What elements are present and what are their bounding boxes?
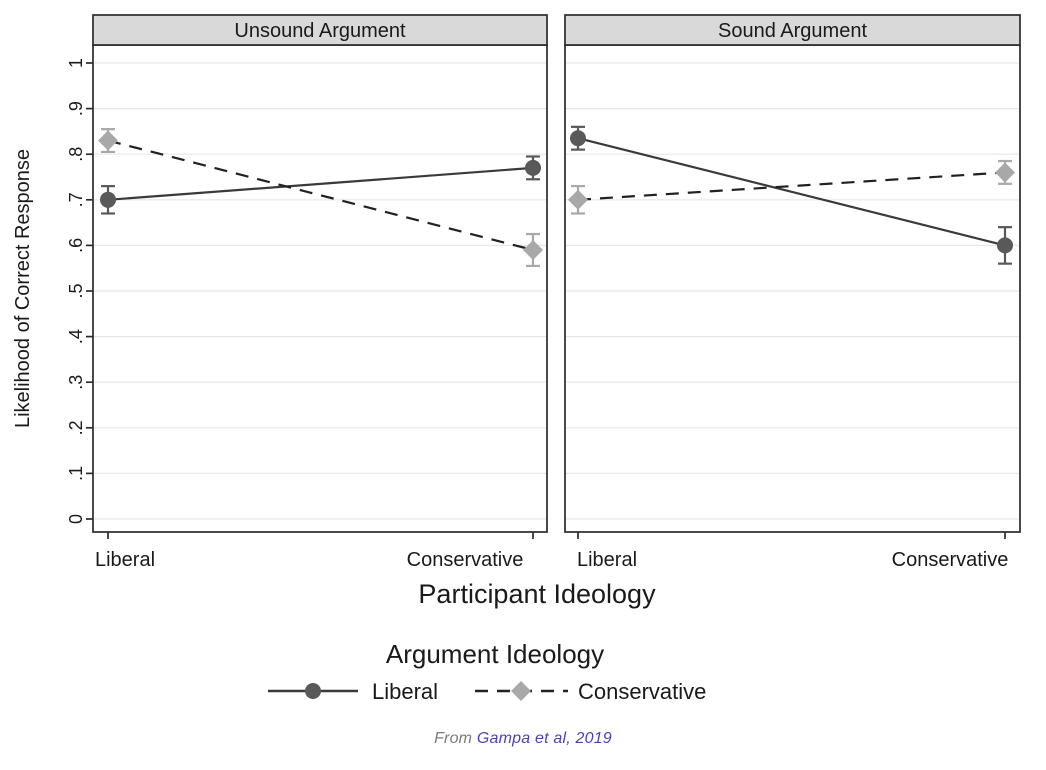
panel-frame	[564, 44, 1021, 533]
marker-diamond	[568, 189, 588, 210]
y-tick-label: 0	[66, 514, 86, 524]
y-tick-label: .2	[66, 420, 86, 435]
y-tick-label: .4	[66, 329, 86, 344]
y-tick-label: .5	[66, 283, 86, 298]
series-line-liberal	[107, 166, 534, 201]
legend-label-conservative: Conservative	[578, 679, 706, 704]
x-tick-label: Conservative	[892, 549, 1009, 571]
panel-header	[92, 14, 548, 46]
x-tick-label: Liberal	[577, 549, 637, 571]
legend-label-liberal: Liberal	[372, 679, 438, 704]
marker-circle	[997, 237, 1013, 254]
panel-frame	[92, 44, 548, 533]
y-tick-label: .6	[66, 238, 86, 253]
marker-diamond	[523, 239, 543, 260]
y-tick-label: .7	[66, 192, 86, 207]
y-tick-label: .8	[66, 147, 86, 162]
panel-title: Unsound Argument	[234, 20, 406, 42]
caption: From Gampa et al, 2019	[0, 730, 1046, 748]
series-line-liberal	[577, 137, 1006, 247]
chart-svg: Unsound Argument Liberal Conservative 0 .1 .2…	[12, 14, 1021, 704]
legend-marker-circle	[305, 683, 321, 699]
series-line-conservative	[577, 171, 1006, 201]
panel-title: Sound Argument	[718, 20, 867, 42]
marker-diamond	[98, 130, 118, 151]
legend-marker-diamond	[511, 681, 531, 701]
caption-prefix: From	[434, 730, 477, 747]
panel-header	[564, 14, 1021, 46]
marker-circle	[525, 159, 541, 176]
marker-circle	[100, 191, 116, 208]
y-tick-label: .3	[66, 375, 86, 390]
x-axis-title: Participant Ideology	[418, 579, 656, 609]
marker-circle	[570, 130, 586, 147]
y-axis-title: Likelihood of Correct Response	[12, 149, 34, 428]
marker-diamond	[995, 162, 1015, 183]
y-tick-label: .1	[66, 466, 86, 481]
legend-title: Argument Ideology	[386, 639, 604, 669]
y-tick-label: 1	[66, 58, 86, 68]
x-tick-label: Liberal	[95, 549, 155, 571]
series-line-conservative	[107, 139, 534, 252]
y-tick-label: .9	[66, 101, 86, 116]
x-tick-label: Conservative	[407, 549, 524, 571]
caption-link[interactable]: Gampa et al, 2019	[476, 730, 612, 747]
